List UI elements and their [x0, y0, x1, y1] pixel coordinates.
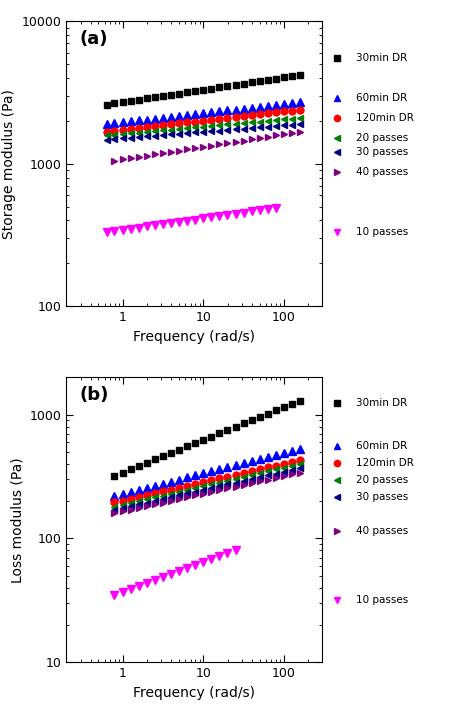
- Text: 40 passes: 40 passes: [356, 526, 408, 536]
- Text: 40 passes: 40 passes: [356, 167, 408, 177]
- Text: 30min DR: 30min DR: [356, 398, 407, 408]
- Text: 120min DR: 120min DR: [356, 458, 413, 468]
- Text: 60min DR: 60min DR: [356, 441, 407, 451]
- Text: 30 passes: 30 passes: [356, 147, 408, 157]
- Text: 10 passes: 10 passes: [356, 595, 408, 604]
- Text: 20 passes: 20 passes: [356, 475, 408, 485]
- Text: 30min DR: 30min DR: [356, 53, 407, 63]
- Text: 60min DR: 60min DR: [356, 93, 407, 103]
- Text: 10 passes: 10 passes: [356, 227, 408, 237]
- Y-axis label: Loss modulus (Pa): Loss modulus (Pa): [10, 457, 24, 582]
- Text: 120min DR: 120min DR: [356, 113, 413, 123]
- Y-axis label: Storage modulus (Pa): Storage modulus (Pa): [2, 89, 16, 239]
- Text: 20 passes: 20 passes: [356, 133, 408, 143]
- X-axis label: Frequency (rad/s): Frequency (rad/s): [133, 330, 255, 344]
- X-axis label: Frequency (rad/s): Frequency (rad/s): [133, 686, 255, 700]
- Text: 30 passes: 30 passes: [356, 492, 408, 502]
- Text: (b): (b): [79, 386, 109, 404]
- Text: (a): (a): [79, 30, 108, 48]
